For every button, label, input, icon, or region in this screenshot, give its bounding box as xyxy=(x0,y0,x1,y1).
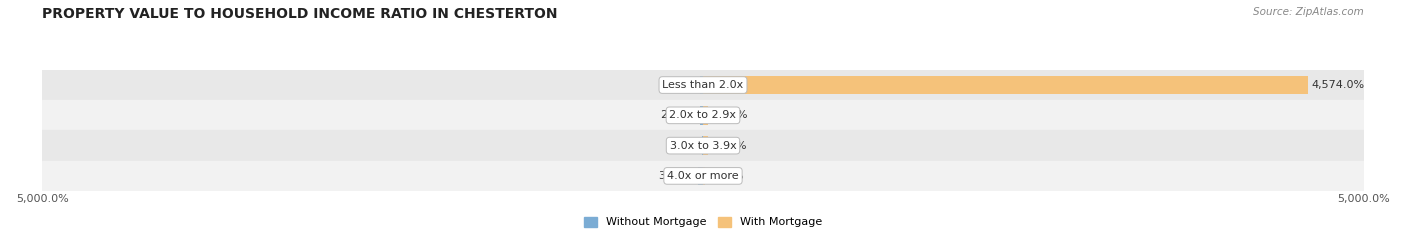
Bar xyxy=(42,100,1364,130)
Bar xyxy=(42,70,1364,100)
Text: 2.0x to 2.9x: 2.0x to 2.9x xyxy=(669,110,737,120)
Bar xyxy=(42,130,1364,161)
Text: 25.9%: 25.9% xyxy=(659,80,696,90)
Text: 9.7%: 9.7% xyxy=(669,141,697,151)
Bar xyxy=(700,76,703,94)
Bar xyxy=(700,106,703,125)
Text: 25.2%: 25.2% xyxy=(661,110,696,120)
Text: 3.0x to 3.9x: 3.0x to 3.9x xyxy=(669,141,737,151)
Bar xyxy=(703,106,709,125)
Text: 4.0x or more: 4.0x or more xyxy=(668,171,738,181)
Text: Source: ZipAtlas.com: Source: ZipAtlas.com xyxy=(1253,7,1364,17)
Text: 39.3%: 39.3% xyxy=(658,171,693,181)
Bar xyxy=(703,167,704,185)
Text: Less than 2.0x: Less than 2.0x xyxy=(662,80,744,90)
Bar xyxy=(703,136,707,155)
Bar xyxy=(42,161,1364,191)
Text: 38.2%: 38.2% xyxy=(711,110,748,120)
Legend: Without Mortgage, With Mortgage: Without Mortgage, With Mortgage xyxy=(583,217,823,227)
Text: 34.9%: 34.9% xyxy=(711,141,747,151)
Bar xyxy=(703,76,1308,94)
Text: 14.7%: 14.7% xyxy=(709,171,744,181)
Text: PROPERTY VALUE TO HOUSEHOLD INCOME RATIO IN CHESTERTON: PROPERTY VALUE TO HOUSEHOLD INCOME RATIO… xyxy=(42,7,558,21)
Bar xyxy=(697,167,703,185)
Text: 4,574.0%: 4,574.0% xyxy=(1312,80,1365,90)
